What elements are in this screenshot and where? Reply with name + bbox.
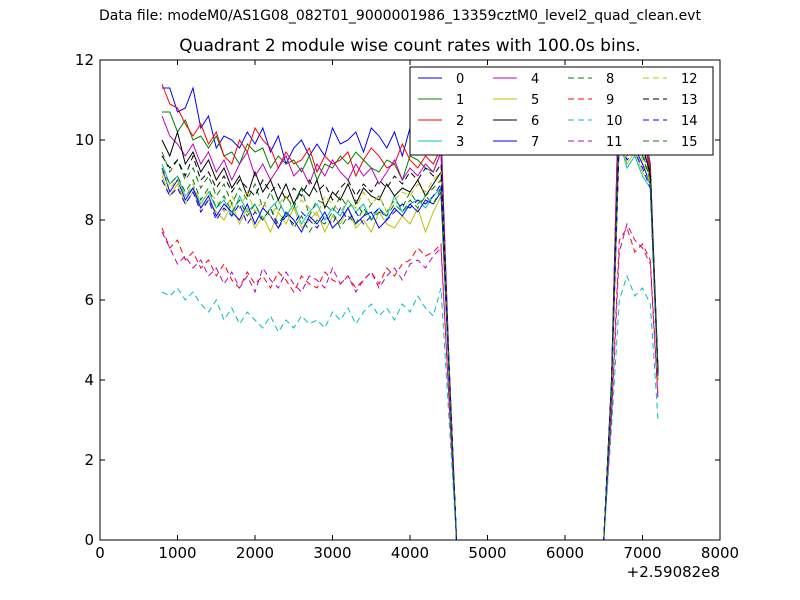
x-tick-label: 1000 <box>158 544 196 562</box>
x-tick-label: 0 <box>95 544 105 562</box>
y-tick-label: 6 <box>84 291 94 309</box>
y-tick-label: 0 <box>84 531 94 549</box>
data-file-title: Data file: modeM0/AS1G08_082T01_90000019… <box>99 8 701 24</box>
x-offset-label: +2.59082e8 <box>626 563 720 581</box>
legend-label-8: 8 <box>606 72 614 87</box>
series-line-15 <box>161 119 659 541</box>
legend-label-13: 13 <box>681 93 698 108</box>
x-tick-label: 7000 <box>623 544 661 562</box>
legend-label-7: 7 <box>531 135 539 150</box>
legend-label-6: 6 <box>531 114 539 129</box>
y-tick-label: 10 <box>75 131 94 149</box>
y-tick-label: 4 <box>84 371 94 389</box>
legend-label-12: 12 <box>681 72 698 87</box>
legend-label-10: 10 <box>606 114 623 129</box>
y-tick-label: 2 <box>84 451 94 469</box>
legend-label-2: 2 <box>456 114 464 129</box>
legend-label-0: 0 <box>456 72 464 87</box>
legend-label-4: 4 <box>531 72 539 87</box>
legend-label-11: 11 <box>606 135 623 150</box>
x-tick-label: 2000 <box>236 544 274 562</box>
x-tick-label: 5000 <box>468 544 506 562</box>
x-tick-label: 8000 <box>701 544 739 562</box>
y-tick-label: 12 <box>75 51 94 69</box>
legend-label-1: 1 <box>456 93 464 108</box>
tick-layer: 0 1000 2000 3000 4000 5000 6000 7000 80000246810… <box>75 51 739 562</box>
chart-title: Quadrant 2 module wise count rates with … <box>179 36 641 56</box>
legend-label-15: 15 <box>681 135 698 150</box>
x-tick-label: 4000 <box>391 544 429 562</box>
legend-label-5: 5 <box>531 93 539 108</box>
plot-frame <box>99 59 721 541</box>
x-tick-label: 6000 <box>546 544 584 562</box>
legend-box <box>409 66 714 156</box>
y-tick-label: 8 <box>84 211 94 229</box>
legend-label-3: 3 <box>456 135 464 150</box>
legend-label-14: 14 <box>681 114 698 129</box>
x-tick-label: 3000 <box>313 544 351 562</box>
legend-label-9: 9 <box>606 93 614 108</box>
